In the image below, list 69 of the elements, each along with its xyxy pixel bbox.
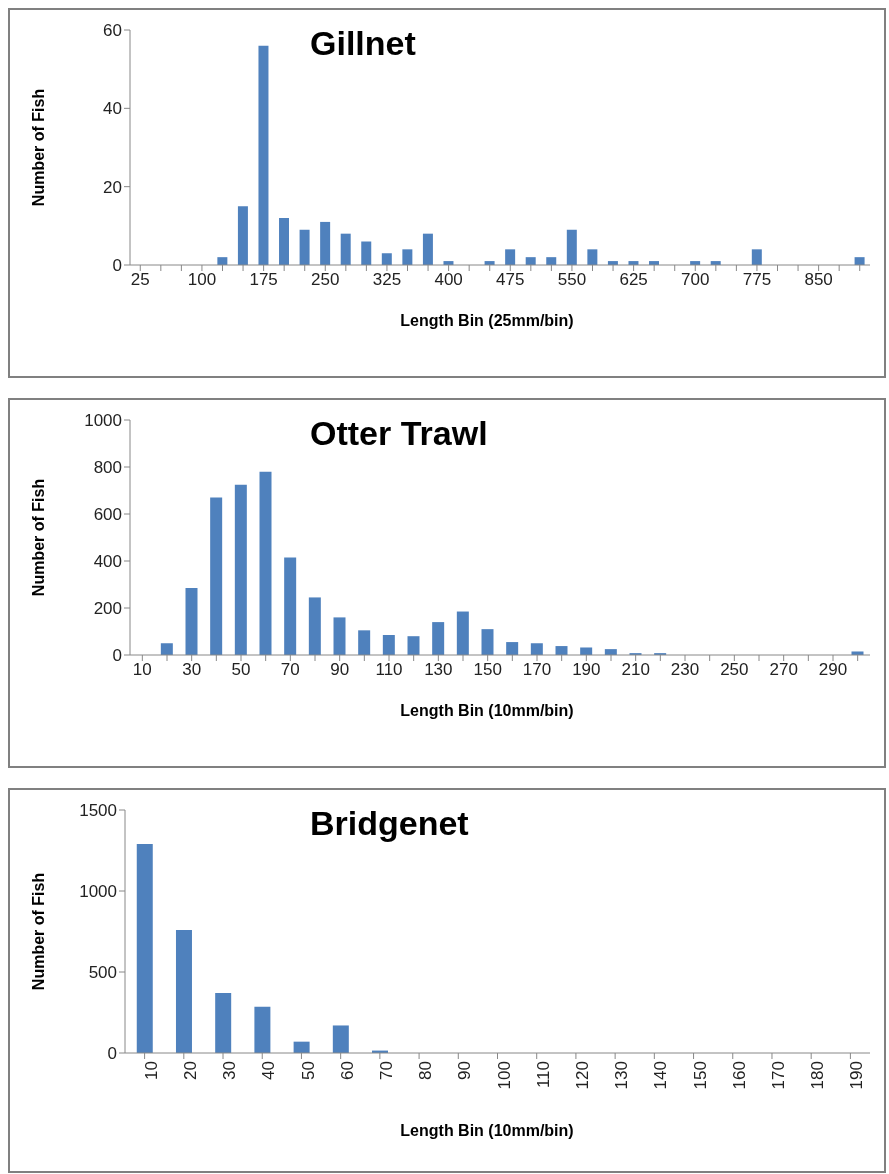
- x-tick-label: 150: [473, 660, 502, 680]
- x-tick-label: 175: [249, 270, 278, 290]
- x-tick-label: 850: [804, 270, 833, 290]
- x-tick-label: 50: [298, 1061, 318, 1080]
- y-tick-label: 600: [93, 505, 122, 525]
- x-tick-label: 100: [187, 270, 217, 290]
- y-tick-label: 200: [93, 599, 122, 619]
- x-tick-label: 70: [280, 660, 300, 680]
- x-axis-title: Length Bin (25mm/bin): [399, 312, 575, 330]
- x-axis-title: Length Bin (10mm/bin): [399, 1122, 575, 1140]
- x-tick-label: 90: [330, 660, 350, 680]
- y-axis-title: Number of Fish: [29, 88, 47, 207]
- chart-title: Gillnet: [310, 24, 416, 63]
- y-tick-label: 0: [112, 256, 122, 276]
- x-tick-label: 90: [455, 1061, 475, 1080]
- x-tick-label: 40: [259, 1061, 279, 1080]
- x-tick-label: 270: [769, 660, 798, 680]
- x-tick-label: 150: [690, 1061, 710, 1090]
- x-tick-label: 10: [132, 660, 152, 680]
- x-tick-label: 100: [494, 1061, 514, 1090]
- x-tick-label: 230: [670, 660, 700, 680]
- chart-title: Bridgenet: [310, 804, 469, 843]
- x-tick-label: 160: [729, 1061, 749, 1090]
- x-tick-label: 30: [220, 1061, 240, 1080]
- y-tick-label: 20: [103, 177, 122, 197]
- y-tick-label: 0: [112, 646, 122, 666]
- x-tick-label: 700: [681, 270, 710, 290]
- x-tick-label: 130: [612, 1061, 632, 1090]
- chart-title: Otter Trawl: [310, 414, 488, 453]
- x-tick-label: 30: [182, 660, 202, 680]
- y-tick-label: 400: [93, 552, 122, 572]
- x-axis-title: Length Bin (10mm/bin): [399, 702, 575, 720]
- y-tick-label: 60: [103, 21, 122, 41]
- x-tick-label: 110: [533, 1061, 553, 1089]
- x-tick-label: 210: [621, 660, 650, 680]
- x-tick-label: 550: [557, 270, 587, 290]
- y-tick-label: 40: [103, 99, 122, 119]
- x-tick-label: 170: [769, 1061, 789, 1090]
- x-tick-label: 190: [847, 1061, 867, 1090]
- x-tick-label: 180: [808, 1061, 828, 1090]
- y-tick-label: 0: [107, 1044, 117, 1064]
- x-tick-label: 250: [311, 270, 340, 290]
- y-axis-title: Number of Fish: [29, 872, 47, 991]
- x-tick-label: 130: [424, 660, 453, 680]
- x-tick-label: 475: [496, 270, 525, 290]
- x-tick-label: 325: [372, 270, 402, 290]
- x-tick-label: 60: [337, 1061, 357, 1080]
- x-tick-label: 80: [416, 1061, 436, 1080]
- x-tick-label: 110: [375, 660, 403, 680]
- y-tick-label: 1000: [79, 882, 117, 902]
- y-axis-title: Number of Fish: [29, 478, 47, 597]
- x-tick-label: 775: [742, 270, 772, 290]
- x-tick-label: 140: [651, 1061, 671, 1090]
- x-tick-label: 190: [572, 660, 601, 680]
- x-tick-label: 50: [231, 660, 251, 680]
- x-tick-label: 20: [180, 1061, 200, 1080]
- y-tick-label: 1000: [84, 411, 122, 431]
- y-tick-label: 800: [93, 458, 122, 478]
- x-tick-label: 250: [720, 660, 749, 680]
- y-tick-label: 1500: [79, 801, 117, 821]
- x-tick-label: 625: [619, 270, 648, 290]
- x-tick-label: 25: [130, 270, 150, 290]
- y-tick-label: 500: [88, 963, 117, 983]
- x-tick-label: 400: [434, 270, 463, 290]
- x-tick-label: 120: [572, 1061, 592, 1090]
- x-tick-label: 290: [818, 660, 848, 680]
- x-tick-label: 10: [141, 1061, 161, 1080]
- x-tick-label: 70: [376, 1061, 396, 1080]
- x-tick-label: 170: [522, 660, 552, 680]
